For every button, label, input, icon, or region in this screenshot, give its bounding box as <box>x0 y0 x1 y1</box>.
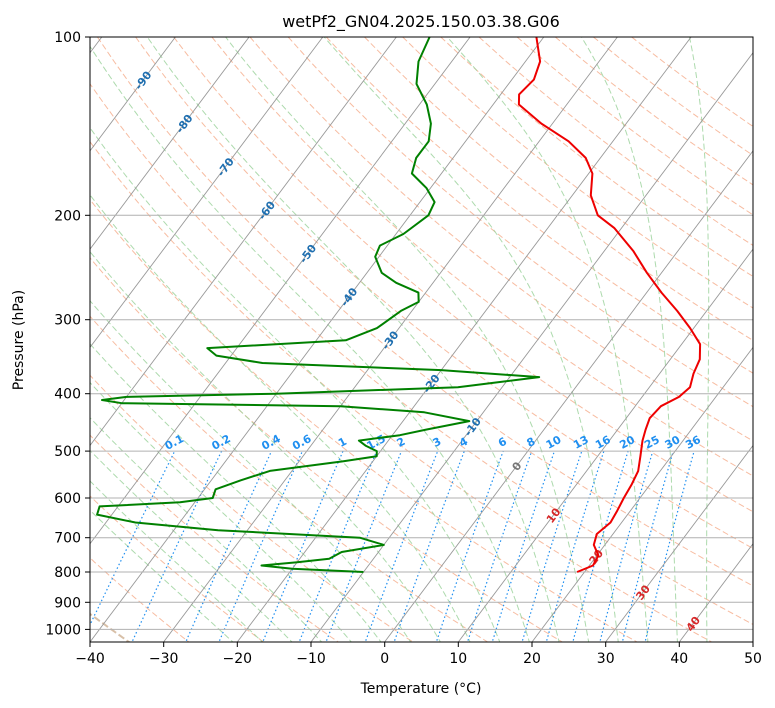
x-tick-label: −30 <box>149 651 179 667</box>
moist-adiabat <box>323 37 619 642</box>
y-tick-label: 700 <box>54 531 81 547</box>
isotherm-line <box>310 51 753 642</box>
y-axis: 100 200 300 400 500 600 700 800 900 1000 <box>45 30 90 638</box>
x-axis: −40 −30 −20 −10 0 10 20 30 40 50 <box>75 642 762 667</box>
dry-adiabat <box>90 374 414 642</box>
moist-adiabat <box>146 37 560 642</box>
dry-adiabat <box>90 257 564 642</box>
pressure-grid <box>90 37 753 630</box>
isotherm-line <box>90 37 545 642</box>
mixing-ratio-line <box>298 450 378 642</box>
x-tick-label: −10 <box>296 651 326 667</box>
moist-adiabat <box>90 480 264 642</box>
mixing-ratio-line <box>599 450 654 642</box>
mixing-ratio-label: 30 <box>663 433 683 452</box>
moist-adiabat <box>581 37 678 642</box>
y-tick-label: 800 <box>54 565 81 581</box>
moist-adiabat <box>689 37 710 642</box>
moist-adiabat <box>446 37 649 642</box>
x-tick-label: −20 <box>223 651 253 667</box>
y-axis-title: Pressure (hPa) <box>11 290 27 390</box>
chart-title: wetPf2_GN04.2025.150.03.38.G06 <box>282 12 560 32</box>
mixing-ratio-label: 36 <box>683 433 703 452</box>
mixing-ratio-label: 25 <box>642 433 662 452</box>
y-tick-label: 1000 <box>45 622 81 638</box>
isotherm-line <box>90 37 324 349</box>
x-tick-label: 30 <box>597 651 615 667</box>
dry-adiabat <box>364 37 753 341</box>
isotherm-line <box>605 444 753 642</box>
y-tick-label: 400 <box>54 387 81 403</box>
isotherms <box>90 37 753 642</box>
mixing-ratio-line <box>364 450 439 642</box>
y-tick-label: 900 <box>54 595 81 611</box>
isotherm-line <box>90 37 250 250</box>
dry-adiabat <box>211 37 753 477</box>
x-tick-label: 20 <box>523 651 541 667</box>
mixing-ratio-line <box>393 450 465 642</box>
mixing-ratio-line <box>435 450 504 642</box>
dewpoint-profile <box>96 37 541 573</box>
y-tick-label: 500 <box>54 444 81 460</box>
mixing-ratio-line <box>325 450 403 642</box>
mixing-ratio-line <box>521 450 583 642</box>
y-tick-label: 100 <box>54 30 81 46</box>
mixing-ratio-line <box>491 450 555 642</box>
temperature-profile <box>517 37 702 573</box>
x-tick-label: 10 <box>449 651 467 667</box>
isotherm-line <box>163 37 618 642</box>
mixing-ratio-line <box>621 450 674 642</box>
dry-adiabat <box>287 37 753 408</box>
mixing-ratio-line <box>545 450 605 642</box>
mixing-ratio-label: 16 <box>593 433 613 452</box>
y-tick-label: 600 <box>54 491 81 507</box>
dry-adiabat <box>96 37 753 587</box>
x-tick-label: 40 <box>670 651 688 667</box>
dry-adiabat <box>173 37 753 513</box>
mixing-ratio-label: 20 <box>617 433 637 452</box>
moist-adiabat <box>90 449 293 642</box>
isotherm-line <box>531 346 753 642</box>
mixing-ratio-line <box>572 450 629 642</box>
isotherm-line <box>384 150 753 642</box>
mixing-ratio-label: 10 <box>544 433 564 452</box>
mixing-ratio-label: 13 <box>571 433 591 452</box>
isotherm-line <box>90 37 397 447</box>
x-tick-label: 0 <box>380 651 389 667</box>
x-tick-label: −40 <box>75 651 105 667</box>
isotherm-line <box>90 37 176 152</box>
series-layer <box>96 37 702 573</box>
dry-adiabat <box>402 37 753 309</box>
x-axis-title: Temperature (°C) <box>360 681 482 697</box>
plot-frame <box>89 36 754 643</box>
y-tick-label: 300 <box>54 313 81 329</box>
dry-adiabat <box>249 37 753 442</box>
mixing-ratio-line <box>644 450 695 642</box>
x-tick-label: 50 <box>744 651 762 667</box>
dry-adiabat <box>325 37 753 374</box>
y-tick-label: 200 <box>54 208 81 224</box>
isotherm-line <box>457 248 753 642</box>
isotherm-line <box>236 37 692 642</box>
